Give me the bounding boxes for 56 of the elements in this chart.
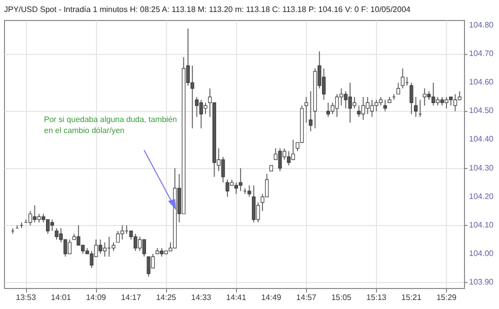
candlestick <box>291 139 295 160</box>
y-tick-label: 104.10 <box>469 220 494 230</box>
candlestick <box>68 239 72 254</box>
candlestick <box>252 184 256 223</box>
x-tick-label: 15:21 <box>401 293 422 302</box>
candlestick <box>453 94 458 112</box>
y-tick-label: 104.70 <box>469 49 494 58</box>
candlestick <box>370 99 374 118</box>
x-tick-label: 14:09 <box>86 293 107 302</box>
chart-title: JPY/USD Spot - Intradía 1 minutos H: 08:25 A: 113.18 M: 113.20 m: 113.18 C: 113.18 P: 104.16 V: 0 F: 10/05/2004 <box>4 5 412 14</box>
x-tick-label: 14:33 <box>191 293 212 302</box>
candlestick <box>221 156 225 184</box>
annotation: Por si quedaba alguna duda, también en el cambio dólar/yen <box>44 115 177 135</box>
y-tick-label: 104.50 <box>469 106 494 116</box>
x-tick-label: 15:29 <box>436 293 458 302</box>
y-tick-label: 103.90 <box>469 277 494 286</box>
x-tick-label: 14:49 <box>261 293 282 302</box>
candlestick <box>238 168 242 192</box>
x-tick-label: 14:57 <box>296 293 317 302</box>
x-tick-label: 14:25 <box>156 293 177 302</box>
candlestick <box>116 230 120 243</box>
candlestick <box>248 184 252 198</box>
candlestick <box>226 179 230 198</box>
y-tick-label: 104.80 <box>469 20 494 30</box>
candlestick <box>383 99 387 112</box>
x-tick-label: 15:13 <box>366 293 387 302</box>
candlestick <box>120 224 124 240</box>
y-tick-label: 104.60 <box>469 78 494 87</box>
candlestick <box>357 105 361 118</box>
y-tick-label: 104.30 <box>469 163 494 172</box>
y-tick-label: 104.00 <box>469 248 494 258</box>
candlestick <box>28 210 32 226</box>
candlestick <box>410 82 414 115</box>
candlestick <box>352 96 356 109</box>
candlestick <box>204 102 208 115</box>
x-tick-label: 14:41 <box>226 293 247 302</box>
candlestick <box>304 96 308 124</box>
candlestick <box>286 150 291 166</box>
candlestick <box>396 82 400 95</box>
candlestick <box>194 96 199 118</box>
candlestick <box>278 148 282 172</box>
x-tick-label: 15:05 <box>331 293 352 302</box>
x-tick-label: 14:17 <box>121 293 142 302</box>
candlestick <box>444 96 448 109</box>
y-tick-label: 104.40 <box>469 134 494 144</box>
candlestick <box>344 90 348 109</box>
candlestick <box>361 96 366 120</box>
candlestick <box>414 96 418 118</box>
candlestick <box>400 68 404 89</box>
x-tick-label: 13:53 <box>16 293 36 302</box>
candlestick <box>102 242 107 258</box>
candlestick <box>142 239 146 258</box>
x-tick-label: 14:01 <box>50 293 72 302</box>
candlestick <box>308 90 312 132</box>
y-tick-label: 104.20 <box>469 192 494 201</box>
candlestick <box>50 219 54 232</box>
